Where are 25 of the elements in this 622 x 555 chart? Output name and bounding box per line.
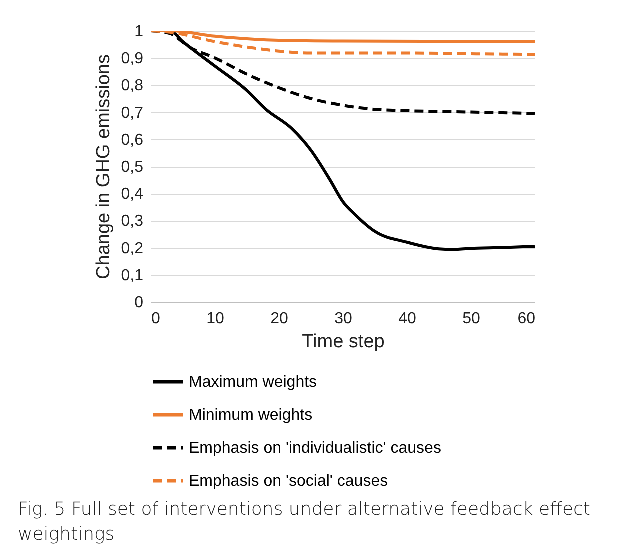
- x-tick-label: 30: [334, 310, 352, 328]
- y-tick-label: 0: [134, 294, 144, 312]
- y-tick-label: 1: [134, 24, 144, 40]
- caption: Fig. 5 Full set of interventions under alternative feedback effect weightings: [18, 498, 592, 547]
- y-tick-label: 0,7: [121, 104, 144, 122]
- y-tick-label: 0,5: [121, 159, 144, 176]
- y-tick-label: 0,3: [121, 213, 144, 230]
- y-tick-label: 0,9: [121, 50, 144, 68]
- y-tick-label: 0,4: [121, 186, 144, 204]
- y-axis-title: Change in GHG emissions: [93, 54, 114, 280]
- y-tick-label: 0,6: [121, 132, 144, 149]
- legend-label: Emphasis on 'individualistic' causes: [189, 440, 442, 457]
- x-axis-title: Time step: [302, 332, 385, 352]
- legend-label: Maximum weights: [189, 374, 318, 391]
- legend-label: Minimum weights: [189, 407, 313, 424]
- legend-label: Emphasis on 'social' causes: [189, 473, 388, 490]
- x-tick-label: 60: [518, 310, 536, 328]
- x-tick-label: 20: [270, 310, 288, 328]
- x-tick-label: 10: [206, 310, 224, 328]
- y-tick-label: 0,2: [121, 240, 144, 258]
- x-tick-label: 50: [462, 310, 480, 328]
- y-tick-label: 0,1: [121, 267, 144, 284]
- x-tick-label: 0: [152, 310, 160, 328]
- x-tick-label: 40: [398, 310, 416, 328]
- y-tick-label: 0,8: [121, 78, 144, 95]
